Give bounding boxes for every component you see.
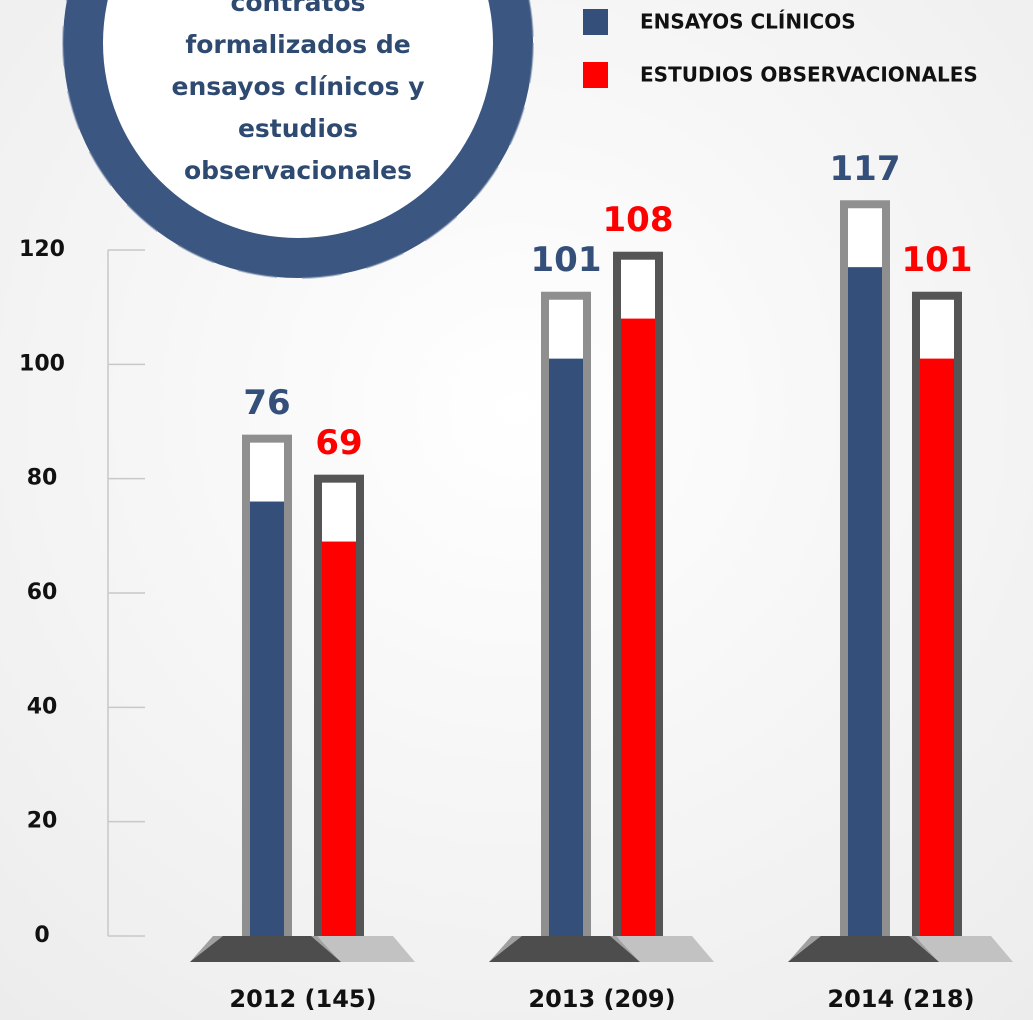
x-tick-label: 2014 (218) [827,985,974,1013]
tube-base [788,936,939,962]
title-badge-ring-detail [62,0,534,279]
value-label: 101 [902,240,973,280]
legend-swatch [583,62,608,88]
bar [549,358,583,936]
y-tick-label: 100 [19,351,65,376]
y-tick-label: 40 [27,694,58,719]
legend-label: ENSAYOS CLÍNICOS [640,10,856,34]
x-tick-label: 2012 (145) [229,985,376,1013]
value-label: 117 [830,149,901,189]
value-label: 108 [603,200,674,240]
tube-base [317,936,415,962]
bar [250,501,284,936]
bar [322,541,356,936]
tube-base [616,936,714,962]
legend-label: ESTUDIOS OBSERVACIONALES [640,63,978,87]
legend-swatch [583,9,608,35]
y-tick-label: 60 [27,580,58,605]
value-label: 69 [315,423,362,463]
tube-base [915,936,1013,962]
bar [848,267,882,936]
chart-title: contratos formalizados de ensayos clínic… [171,0,425,185]
title-badge [103,0,493,238]
y-tick-label: 20 [27,809,58,834]
y-tick-label: 120 [19,237,65,262]
y-tick-label: 80 [27,466,58,491]
bar [621,318,655,937]
tube-base [190,936,341,962]
x-tick-label: 2013 (209) [528,985,675,1013]
value-label: 76 [243,383,290,423]
y-tick-label: 0 [34,923,49,948]
bar [920,358,954,936]
value-label: 101 [531,240,602,280]
tube-base [489,936,640,962]
